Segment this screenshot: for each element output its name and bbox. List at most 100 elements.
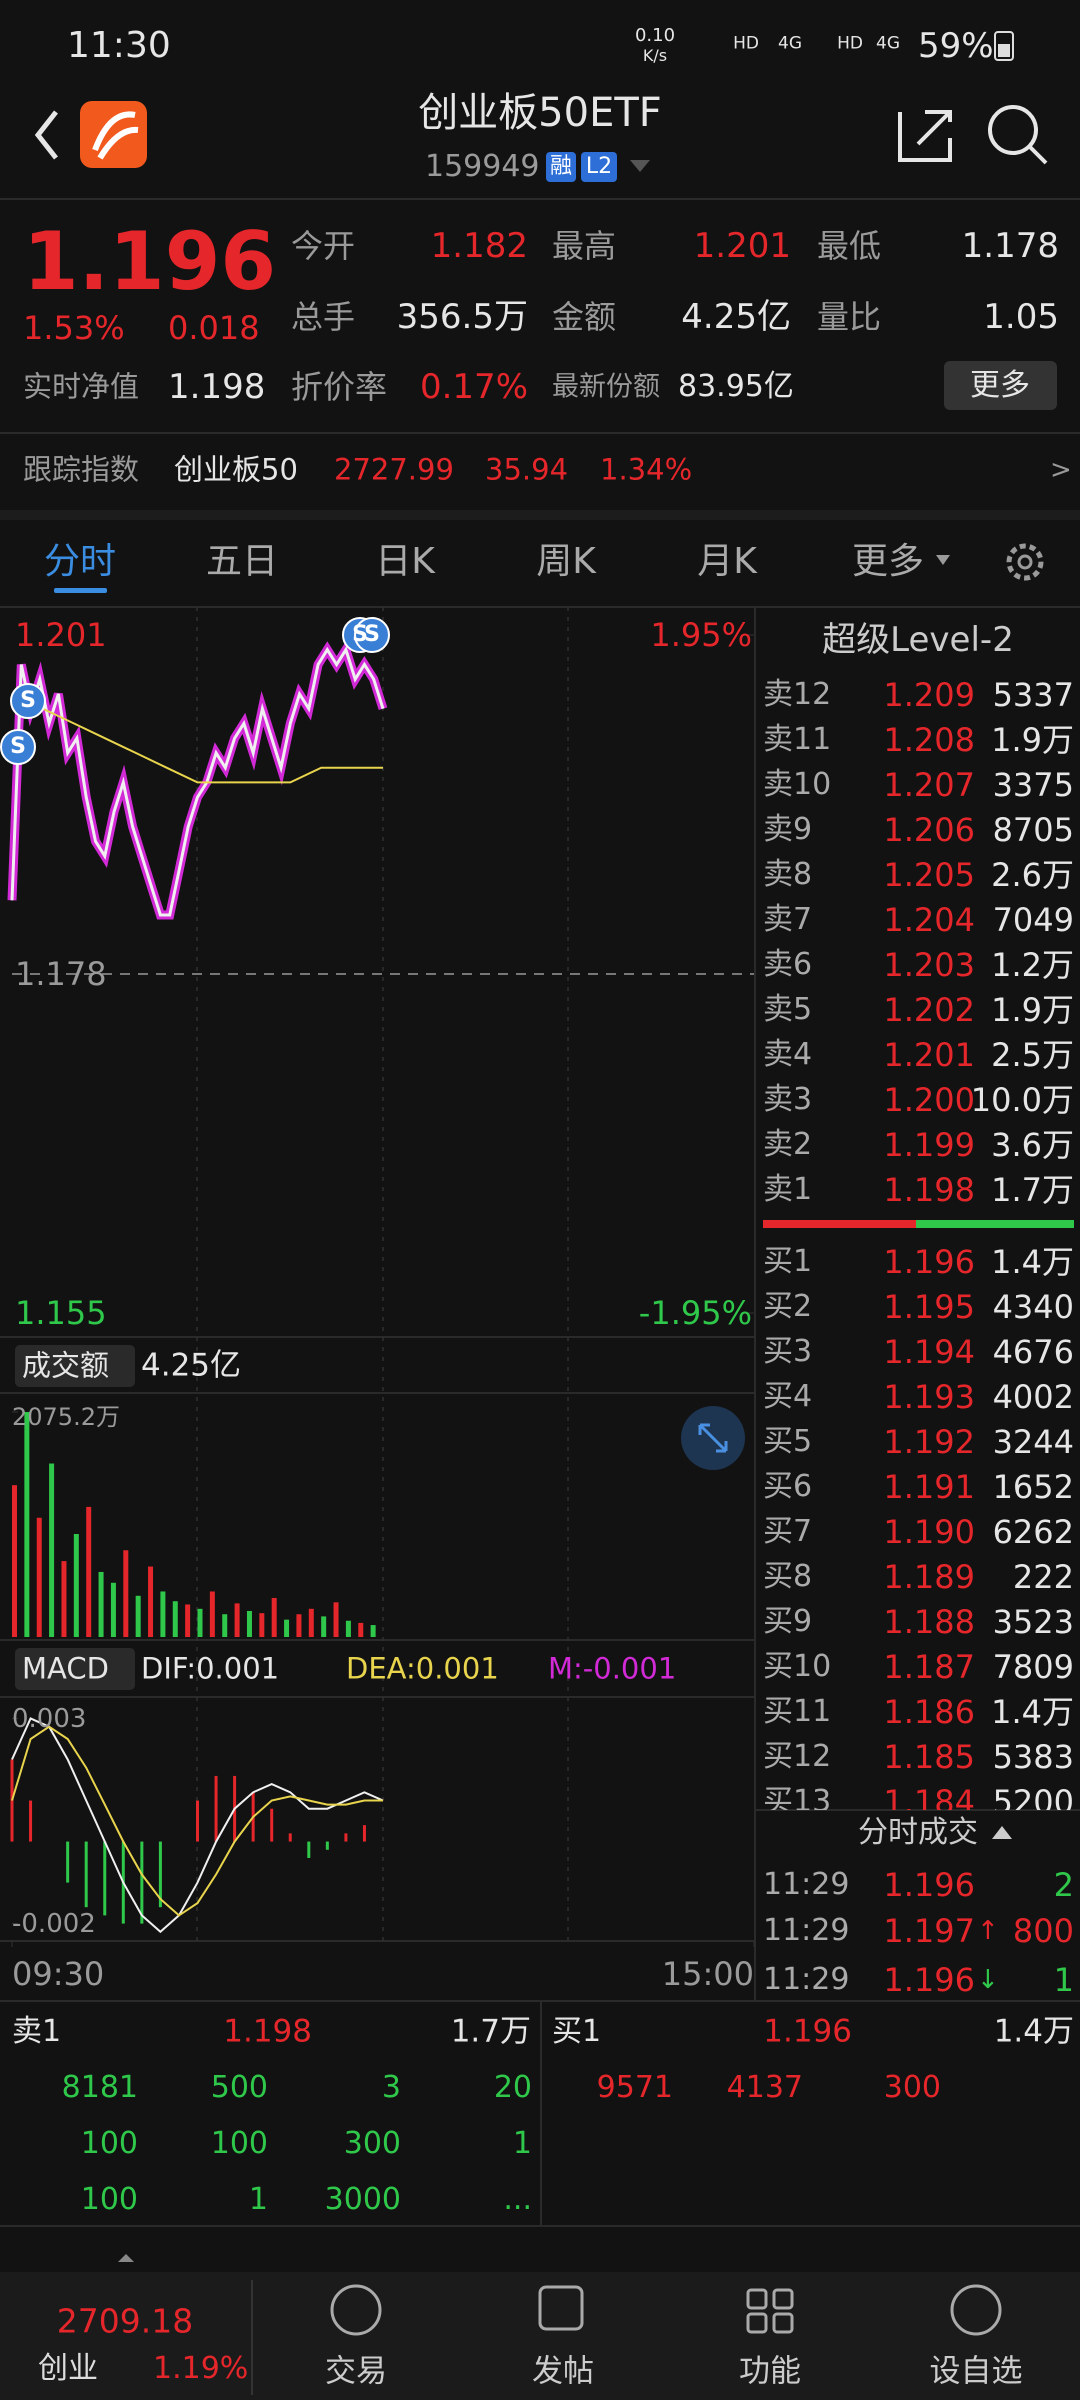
indicator-name[interactable]: MACD (22, 1651, 109, 1686)
badge-bg (546, 152, 576, 182)
indicator-select[interactable] (15, 1345, 135, 1387)
depth-price: 1.198 (223, 2013, 312, 2050)
nav-item[interactable]: 设自选 (929, 2353, 1023, 2390)
logo-mark (92, 111, 139, 160)
nav-item[interactable]: 交易 (325, 2353, 387, 2390)
volume-bar (86, 1506, 92, 1637)
nav-item[interactable]: 功能 (739, 2353, 801, 2390)
settings-core (1017, 554, 1033, 570)
volume-bar (259, 1613, 265, 1637)
volume-bar (123, 1550, 129, 1637)
band (0, 510, 1080, 520)
signal-text: S (10, 734, 26, 759)
status-icon: 4G (876, 33, 900, 54)
trade-icon[interactable] (330, 2284, 382, 2336)
trades-arrow (992, 1826, 1012, 1839)
tab[interactable]: 更多 (851, 541, 925, 582)
volume-bar (172, 1601, 178, 1637)
y-tick-label: 1.155 (15, 1294, 107, 1332)
stat-value: 356.5万 (396, 297, 528, 337)
stat-value: 1.05 (983, 297, 1059, 337)
book-price: 1.204 (883, 901, 975, 939)
tab[interactable]: 五日 (205, 541, 279, 582)
trade-price: 1.196 (883, 1866, 975, 1904)
queue-volume: 100 (80, 2182, 138, 2217)
queue-volume: 3 (381, 2070, 401, 2105)
post-icon[interactable] (538, 2285, 584, 2331)
stat-value: 1.182 (430, 226, 528, 266)
search-button[interactable] (988, 105, 1038, 155)
function-icon[interactable] (746, 2288, 794, 2334)
indicator-select[interactable] (15, 1648, 135, 1690)
depth-volume: 1.4万 (993, 2013, 1074, 2050)
book-price: 1.199 (883, 1126, 975, 1164)
book-volume: 1652 (992, 1468, 1074, 1506)
time-grid (196, 607, 569, 1941)
book-volume: 222 (1012, 1558, 1074, 1596)
badge: L2 (585, 154, 613, 179)
stat-label: 金额 (552, 298, 617, 336)
stat-value: 0.17% (419, 367, 528, 407)
book-price: 1.190 (883, 1513, 975, 1551)
trade-volume: 800 (1012, 1912, 1074, 1950)
volume-bar (246, 1610, 252, 1637)
stat-value: 83.95亿 (678, 369, 794, 404)
book-volume: 4002 (992, 1378, 1074, 1416)
volume-bar (148, 1566, 154, 1637)
dropdown-icon[interactable] (630, 160, 650, 172)
book-level: 买13 (763, 1784, 832, 1811)
stat-value: 4.25亿 (681, 297, 791, 337)
book-level: 买4 (763, 1379, 813, 1414)
book-volume: 8705 (992, 811, 1074, 849)
more-button[interactable]: 更多 (970, 368, 1030, 403)
book-level: 卖2 (763, 1127, 813, 1162)
book-level: 买6 (763, 1469, 813, 1504)
macd-bar (10, 1759, 14, 1842)
y2-tick-label: -1.95% (638, 1294, 752, 1332)
back-button[interactable] (34, 110, 58, 160)
macd-bar (29, 1800, 33, 1842)
book-volume: 10.0万 (970, 1081, 1074, 1119)
more-button[interactable] (944, 361, 1057, 410)
code: 159949 (425, 149, 540, 184)
stat-value: 1.201 (693, 226, 791, 266)
macd-bar (158, 1841, 162, 1908)
status-icon: 4G (778, 33, 802, 54)
index-value[interactable]: 2709.18 (56, 2301, 194, 2341)
nav-item[interactable]: 发帖 (532, 2353, 594, 2390)
dividers (0, 198, 1080, 2227)
net-unit: K/s (642, 46, 668, 65)
book-price: 1.186 (883, 1693, 975, 1731)
settings-button[interactable] (1006, 543, 1044, 581)
tab-dropdown[interactable] (936, 555, 950, 565)
macd-bar (140, 1841, 144, 1924)
tab[interactable]: 周K (536, 541, 596, 582)
book-divider-green (916, 1220, 1074, 1228)
indicator-name[interactable]: 成交额 (22, 1348, 110, 1383)
tab[interactable]: 月K (697, 541, 757, 582)
queue-volume: 4137 (726, 2070, 803, 2105)
volume-bar (271, 1597, 277, 1637)
track-value: 2727.99 (334, 452, 454, 487)
tab[interactable]: 日K (375, 541, 435, 582)
book-price: 1.188 (883, 1603, 975, 1641)
volume-total: 4.25亿 (141, 1347, 242, 1384)
status-icon: HD (733, 33, 759, 54)
book-level: 卖4 (763, 1037, 813, 1072)
share-button[interactable] (898, 110, 952, 162)
volume-bar (296, 1614, 302, 1637)
app-logo (80, 101, 147, 168)
x-tick-label: 15:00 (661, 1955, 754, 1993)
book-price: 1.189 (883, 1558, 975, 1596)
track-arrow[interactable]: > (1050, 455, 1072, 485)
watchlist-icon[interactable] (950, 2284, 1002, 2336)
trade-volume: 1 (1053, 1961, 1074, 1999)
index-pct: 1.19% (153, 2351, 249, 2386)
volume-bar (12, 1485, 17, 1637)
queue-volume: 1 (512, 2126, 532, 2161)
volume-bar (185, 1604, 191, 1637)
book-price: 1.209 (883, 676, 975, 714)
tab[interactable]: 分时 (43, 541, 117, 582)
book-level: 买3 (763, 1334, 813, 1369)
volume-bar (61, 1561, 67, 1637)
